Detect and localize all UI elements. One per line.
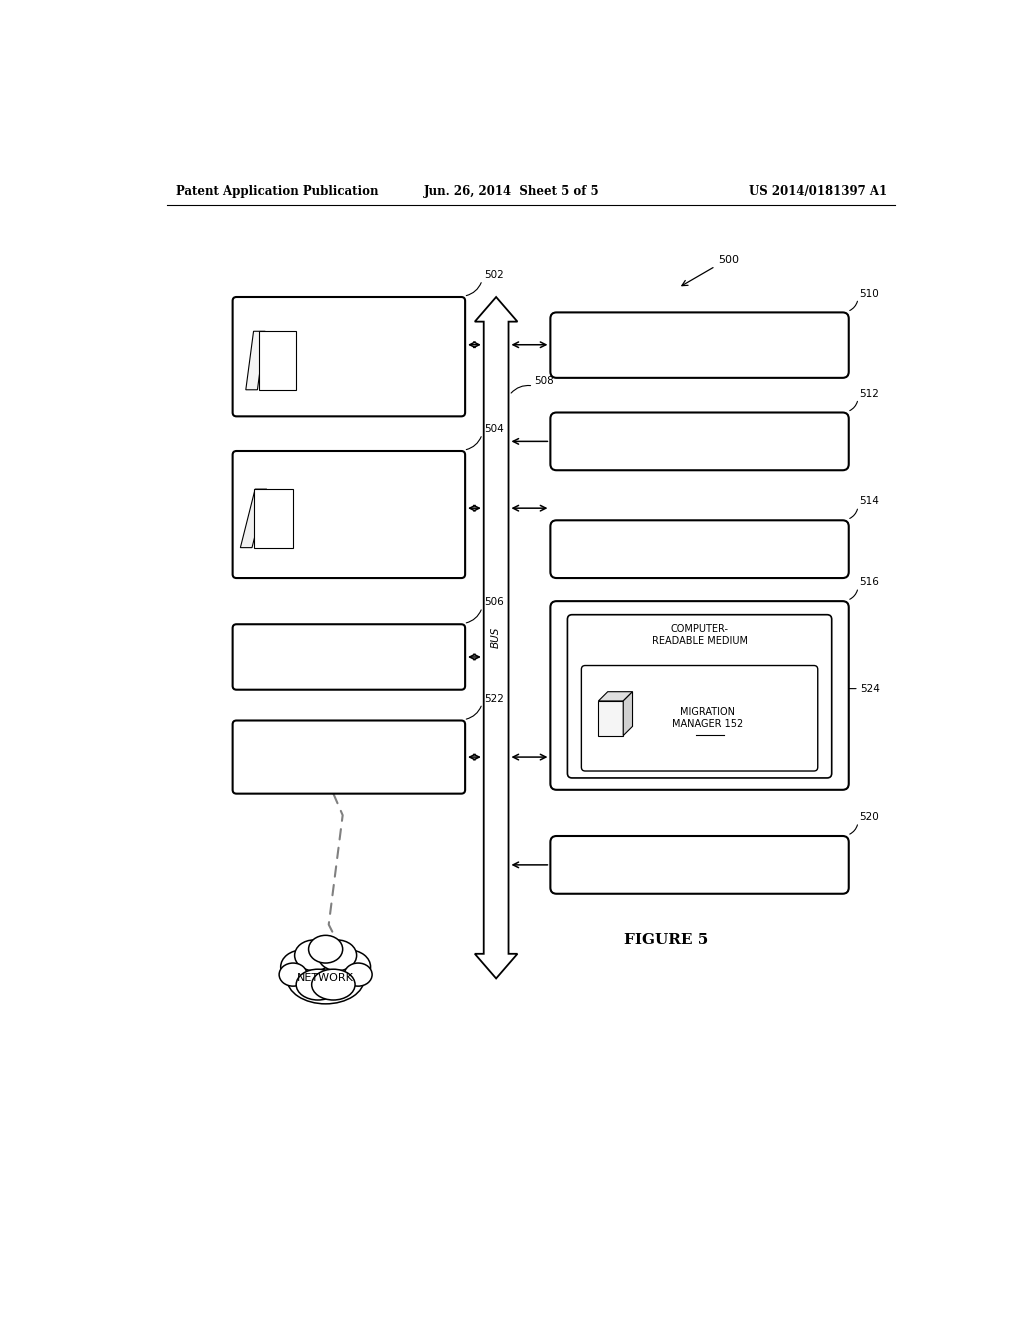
FancyBboxPatch shape (232, 451, 465, 578)
Text: 500: 500 (719, 255, 739, 264)
Text: Patent Application Publication: Patent Application Publication (176, 185, 379, 198)
Text: BUS: BUS (492, 627, 501, 648)
Text: MIGRATION
MANAGER 152: MIGRATION MANAGER 152 (672, 708, 743, 729)
Text: STATIC MEMORY: STATIC MEMORY (307, 652, 391, 661)
FancyBboxPatch shape (232, 624, 465, 689)
Polygon shape (246, 331, 265, 389)
Ellipse shape (296, 969, 340, 1001)
Polygon shape (475, 297, 517, 978)
Polygon shape (598, 692, 633, 701)
Text: 502: 502 (483, 271, 504, 280)
Ellipse shape (344, 964, 372, 986)
FancyBboxPatch shape (550, 601, 849, 789)
Ellipse shape (317, 940, 356, 970)
Text: 506: 506 (483, 598, 504, 607)
Ellipse shape (328, 950, 371, 983)
Text: DRIVE UNIT: DRIVE UNIT (670, 612, 729, 623)
Ellipse shape (280, 964, 307, 986)
Text: US 2014/0181397 A1: US 2014/0181397 A1 (750, 185, 888, 198)
Bar (598, 701, 624, 735)
Ellipse shape (287, 953, 365, 1003)
FancyBboxPatch shape (550, 836, 849, 894)
Text: CURSOR CONTROL DEVICE: CURSOR CONTROL DEVICE (630, 544, 769, 554)
Text: 504: 504 (483, 424, 504, 434)
Text: NETWORK INTERFACE
DEVICE: NETWORK INTERFACE DEVICE (293, 746, 406, 768)
Text: MAIN MEMORY: MAIN MEMORY (311, 461, 386, 470)
Text: 512: 512 (859, 388, 880, 399)
Text: 524: 524 (860, 684, 881, 693)
Polygon shape (241, 490, 266, 548)
Ellipse shape (311, 969, 355, 1001)
Text: 508: 508 (535, 376, 554, 385)
FancyBboxPatch shape (232, 721, 465, 793)
Text: Jun. 26, 2014  Sheet 5 of 5: Jun. 26, 2014 Sheet 5 of 5 (424, 185, 599, 198)
Text: PROCESSING DEVICE: PROCESSING DEVICE (294, 306, 403, 317)
Text: 522: 522 (483, 693, 504, 704)
Text: SIGNAL GENERATION DEVICE: SIGNAL GENERATION DEVICE (625, 859, 775, 870)
Bar (254, 490, 293, 548)
Text: 520: 520 (859, 812, 880, 822)
Text: 510: 510 (859, 289, 880, 298)
Text: 516: 516 (859, 577, 880, 587)
Text: FIGURE 5: FIGURE 5 (625, 933, 709, 946)
FancyBboxPatch shape (550, 520, 849, 578)
Polygon shape (624, 692, 633, 735)
Text: MIGRATION
MANAGER 152: MIGRATION MANAGER 152 (325, 366, 400, 387)
Text: ALPHA-NUMERIC INPUT DEVICE: ALPHA-NUMERIC INPUT DEVICE (618, 437, 780, 446)
FancyBboxPatch shape (550, 313, 849, 378)
Text: NETWORK: NETWORK (297, 973, 354, 983)
Text: 514: 514 (859, 496, 880, 507)
Text: MIGRATION
MANAGER 152: MIGRATION MANAGER 152 (325, 525, 400, 546)
Bar (259, 331, 296, 389)
Text: VIDEO DISPLAY: VIDEO DISPLAY (660, 341, 739, 350)
Ellipse shape (281, 950, 324, 983)
FancyBboxPatch shape (550, 413, 849, 470)
FancyBboxPatch shape (232, 297, 465, 416)
FancyBboxPatch shape (567, 615, 831, 777)
FancyBboxPatch shape (582, 665, 818, 771)
Ellipse shape (308, 936, 343, 964)
Text: COMPUTER-
READABLE MEDIUM: COMPUTER- READABLE MEDIUM (651, 624, 748, 645)
Ellipse shape (295, 940, 334, 970)
